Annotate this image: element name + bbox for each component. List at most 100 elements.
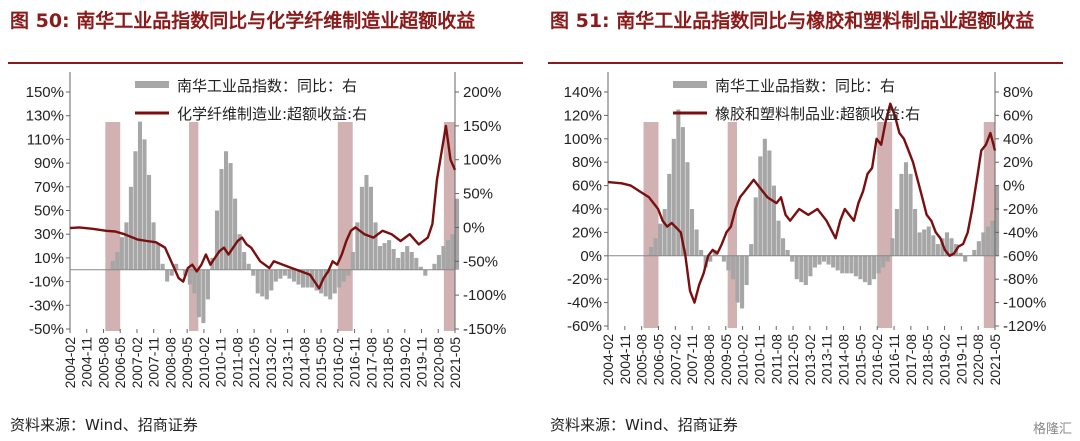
right-tick-label: 0% bbox=[1003, 178, 1025, 195]
bar-mark bbox=[382, 243, 387, 270]
left-tick-label: -60% bbox=[567, 318, 602, 335]
bar-mark bbox=[812, 255, 817, 268]
bar-mark bbox=[387, 240, 392, 270]
bar-mark bbox=[803, 255, 808, 286]
chart-svg-51: 140% 120% 100% 80% 60% 40% 20% 0% -20% -40% -60% 80… bbox=[564, 72, 1046, 386]
bar-mark bbox=[355, 222, 360, 270]
left-tick-label: -20% bbox=[567, 271, 602, 288]
bar-mark bbox=[735, 255, 740, 303]
bar-mark bbox=[110, 260, 115, 270]
bar-mark bbox=[940, 238, 945, 256]
bar-mark bbox=[794, 255, 799, 280]
bar-mark bbox=[201, 269, 206, 324]
legend-label: 橡胶和塑料制品业:超额收益:右 bbox=[715, 105, 920, 123]
right-tick-label: 100% bbox=[463, 152, 501, 169]
x-tick-label: 2017-08 bbox=[903, 334, 919, 386]
right-tick-label: -100% bbox=[463, 287, 506, 304]
bar-mark bbox=[160, 263, 165, 270]
x-tick-label: 2016-02 bbox=[330, 337, 346, 389]
x-tick-label: 2010-11 bbox=[751, 334, 767, 385]
bar-mark bbox=[450, 234, 455, 270]
bar-mark bbox=[301, 269, 306, 288]
bar-mark bbox=[699, 249, 704, 256]
bar-mark bbox=[758, 156, 763, 256]
bar-mark bbox=[922, 229, 927, 256]
left-tick-label: 130% bbox=[26, 108, 64, 125]
left-tick-label: -50% bbox=[29, 321, 64, 338]
bar-mark bbox=[726, 255, 731, 271]
bar-mark bbox=[972, 249, 977, 256]
bar-mark bbox=[418, 266, 423, 270]
bar-mark bbox=[251, 269, 256, 276]
x-tick-label: 2021-05 bbox=[447, 337, 463, 389]
right-tick-label: -50% bbox=[463, 253, 498, 270]
bar-mark bbox=[840, 255, 845, 274]
bar-mark bbox=[826, 255, 831, 265]
right-tick-label: 0% bbox=[463, 219, 485, 236]
x-tick-label: 2012-05 bbox=[785, 334, 801, 386]
bar-mark bbox=[373, 222, 378, 270]
bar-mark bbox=[995, 185, 1000, 256]
bar-mark bbox=[337, 269, 342, 288]
bar-mark bbox=[414, 257, 419, 270]
bar-mark bbox=[147, 174, 152, 270]
shaded-period-2 bbox=[877, 122, 893, 328]
bar-mark bbox=[115, 251, 120, 270]
x-tick-label: 2020-08 bbox=[970, 334, 986, 386]
bar-mark bbox=[332, 269, 337, 294]
bar-mark bbox=[790, 255, 795, 262]
bar-mark bbox=[346, 269, 351, 276]
bar-mark bbox=[224, 151, 229, 270]
right-tick-label: 20% bbox=[1003, 154, 1033, 171]
legend-label: 南华工业品指数：同比：右 bbox=[177, 77, 357, 95]
right-tick-label: 150% bbox=[463, 118, 501, 135]
x-tick-label: 2006-05 bbox=[112, 337, 128, 389]
bar-mark bbox=[913, 209, 918, 256]
x-tick-label: 2014-08 bbox=[836, 334, 852, 386]
x-tick-label: 2005-08 bbox=[95, 337, 111, 389]
x-tick-label: 2013-11 bbox=[280, 337, 296, 388]
bar-mark bbox=[242, 251, 247, 270]
bar-mark bbox=[305, 269, 310, 288]
x-tick-label: 2015-05 bbox=[852, 334, 868, 386]
chart-panel-51: 图 51: 南华工业品指数同比与橡胶和塑料制品业超额收益 140% 120% 100… bbox=[540, 0, 1080, 441]
left-tick-label: -40% bbox=[567, 295, 602, 312]
bar-mark bbox=[165, 269, 170, 282]
x-tick-label: 2015-05 bbox=[313, 337, 329, 389]
bar-mark bbox=[653, 238, 658, 256]
title-rule-51 bbox=[548, 62, 1063, 64]
left-tick-label: 60% bbox=[572, 178, 602, 195]
bar-mark bbox=[808, 255, 813, 277]
bar-mark bbox=[287, 269, 292, 279]
bar-mark bbox=[233, 198, 238, 270]
x-tick-label: 2013-02 bbox=[263, 337, 279, 389]
right-tick-label: -40% bbox=[1003, 224, 1038, 241]
bar-mark bbox=[730, 255, 736, 280]
x-tick-label: 2004-02 bbox=[600, 334, 616, 386]
x-tick-label: 2021-05 bbox=[987, 334, 1003, 386]
bar-mark bbox=[124, 222, 129, 270]
bar-mark bbox=[368, 186, 374, 270]
bar-mark bbox=[676, 109, 681, 256]
bar-mark bbox=[949, 238, 954, 256]
chart-svg-50: 150%130%110%90%70%50%30%10%-10%-30%-50%2… bbox=[26, 72, 506, 389]
bar-mark bbox=[156, 243, 161, 270]
chart-title-prefix-51: 图 51: bbox=[550, 10, 610, 32]
x-tick-label: 2016-02 bbox=[869, 334, 885, 386]
bar-mark bbox=[821, 255, 827, 262]
bar-mark bbox=[246, 263, 251, 270]
x-tick-label: 2004-11 bbox=[617, 334, 633, 385]
x-tick-label: 2013-11 bbox=[819, 334, 835, 385]
shaded-period-3 bbox=[443, 122, 455, 331]
series-line bbox=[607, 102, 997, 304]
bar-mark bbox=[985, 226, 990, 256]
bar-mark bbox=[174, 263, 179, 270]
x-tick-label: 2013-02 bbox=[802, 334, 818, 386]
bar-mark bbox=[667, 173, 672, 256]
x-tick-label: 2005-08 bbox=[634, 334, 650, 386]
left-tick-label: 50% bbox=[34, 203, 64, 220]
bar-mark bbox=[740, 255, 745, 309]
bar-mark bbox=[771, 185, 777, 256]
bar-mark bbox=[753, 197, 758, 256]
chart-title-50: 图 50: 南华工业品指数同比与化学纤维制造业超额收益 bbox=[10, 6, 520, 36]
